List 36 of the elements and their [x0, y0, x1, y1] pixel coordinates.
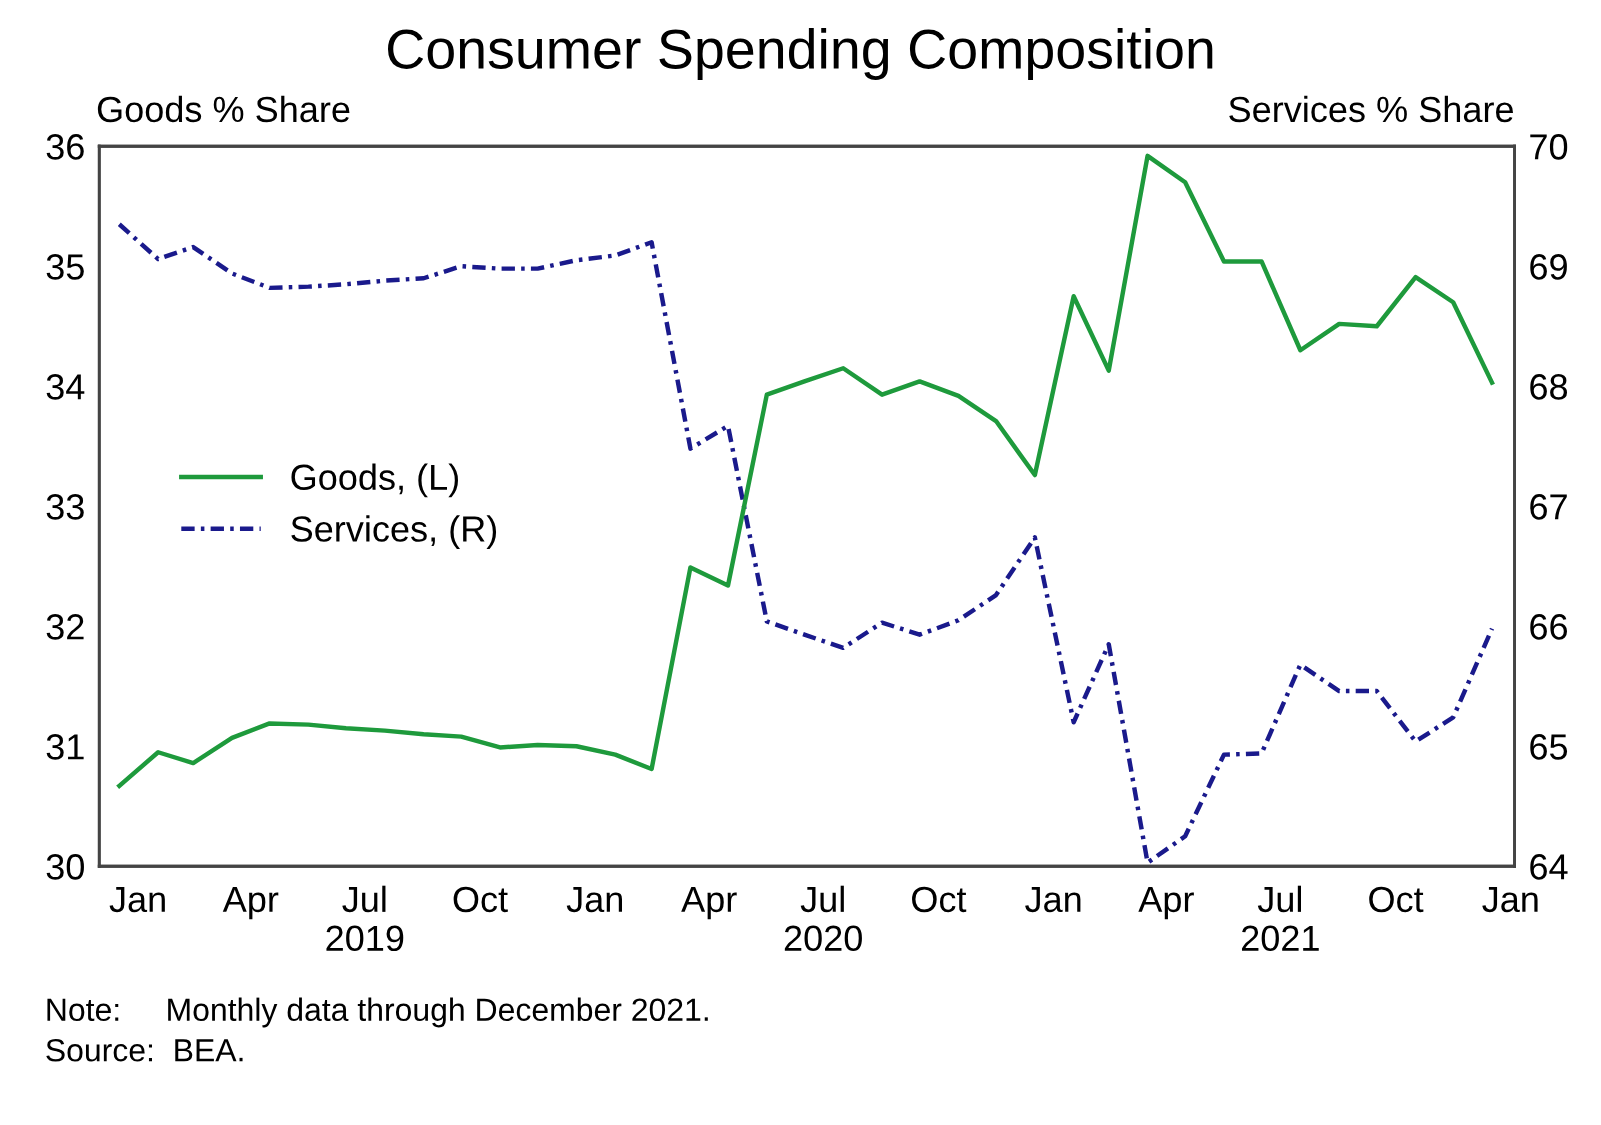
- y2-tick-label: 68: [1530, 374, 1568, 400]
- line-series: [117, 153, 1495, 789]
- y2-tick-label: 67: [1530, 494, 1567, 520]
- y-tick-label: 30: [46, 854, 84, 880]
- y2-tick-label: 66: [1530, 614, 1568, 640]
- y-tick-label: 36: [46, 134, 84, 160]
- x-tick-label: Apr: [1138, 887, 1194, 920]
- source-note: Source: BEA.: [46, 1038, 243, 1062]
- y-tick-label: 35: [46, 254, 84, 280]
- x-tick-label: Jan: [566, 887, 623, 913]
- y-axis-title: Goods % Share: [97, 95, 350, 123]
- y2-tick-label: 64: [1530, 854, 1568, 880]
- y2-tick-label: 69: [1530, 254, 1567, 280]
- x-tick-label: Jul 2020: [784, 885, 862, 952]
- chart-title: Consumer Spending Composition: [388, 28, 1213, 80]
- x-tick-label: Jul 2019: [326, 885, 404, 952]
- text: Note: Monthly data through December 2021.: [47, 997, 708, 1028]
- legend-label: Services, (R): [291, 515, 497, 549]
- x-tick-label: Jul 2021: [1241, 885, 1319, 952]
- y-tick-label: 34: [46, 374, 85, 400]
- y-tick-label: 33: [46, 494, 84, 520]
- y-tick-label: 31: [46, 734, 84, 760]
- y-tick-label: 32: [46, 614, 84, 640]
- x-tick-label: Oct: [1369, 886, 1424, 913]
- x-tick-label: Jan: [1025, 887, 1081, 913]
- x-tick-label: Jan: [1482, 887, 1538, 913]
- y2-tick-label: 65: [1530, 734, 1568, 760]
- y2-tick-label: 70: [1530, 134, 1568, 160]
- x-tick-label: Oct: [912, 886, 967, 913]
- x-tick-label: Oct: [453, 886, 508, 913]
- x-tick-label: Apr: [681, 887, 737, 920]
- x-tick-label: Jan: [109, 887, 165, 913]
- line-series: [117, 222, 1495, 865]
- x-tick-label: Apr: [222, 887, 279, 920]
- y2-axis-title: Services % Share: [1229, 95, 1513, 123]
- legend-label: Goods, (L): [291, 463, 458, 498]
